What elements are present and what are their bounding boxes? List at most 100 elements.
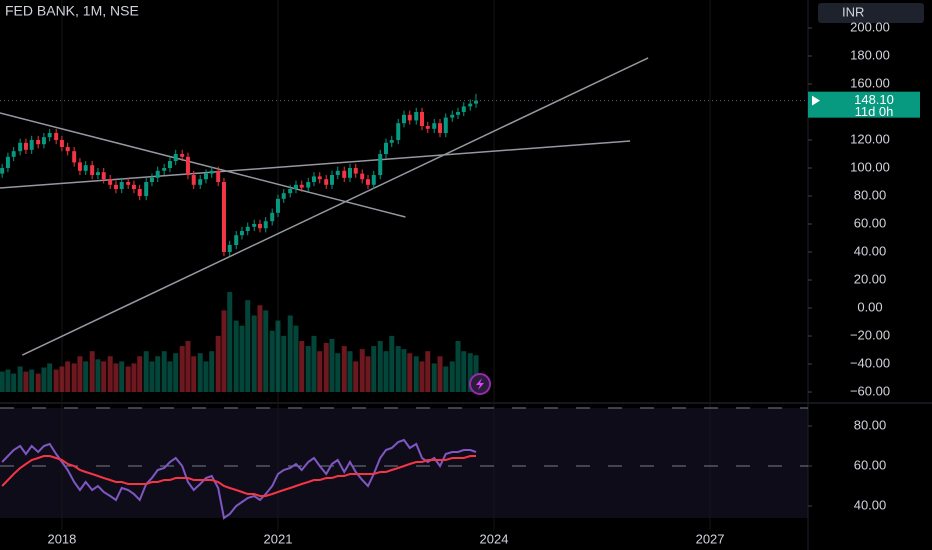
volume-bar [41,367,47,392]
candle-body [288,189,293,194]
countdown: 11d 0h [855,104,894,119]
rsi-tick-label: 80.00 [854,417,887,432]
x-tick-label: 2018 [47,531,76,546]
candle-body [23,142,28,150]
volume-bar [203,361,209,392]
candle-body [420,112,425,127]
volume-bar [221,310,227,392]
trend-line [0,112,406,218]
volume-bar [191,356,197,392]
volume-bar [209,351,215,392]
volume-bar [365,356,371,392]
volume-bar [431,363,437,392]
candle-body [257,224,262,229]
volume-bar [227,292,233,392]
volume-bar [197,353,203,392]
volume-bar [77,356,83,392]
candle-body [347,168,352,178]
volume-bar [383,351,389,392]
candle-body [18,142,23,152]
trend-line [0,140,631,189]
volume-bar [341,346,347,392]
volume-bar [443,366,449,392]
candle-body [360,173,365,180]
volume-bar [233,320,239,392]
currency[interactable]: INR [842,4,864,19]
candle-body [95,172,100,176]
volume-bar [323,343,329,392]
volume-bar [155,356,161,392]
candle-body [456,112,461,115]
candle-body [113,184,118,190]
y-tick-label: −60.00 [850,383,890,398]
volume-bar [263,310,269,392]
candle-body [167,161,172,169]
candle-body [311,176,316,183]
volume-bar [17,366,23,392]
volume-bar [281,335,287,392]
volume-bar [251,315,257,392]
volume-bar [347,351,353,392]
candle-body [173,154,178,162]
volume-bar [377,340,383,392]
currency-box[interactable] [818,3,924,23]
candle-body [77,162,82,171]
candle-body [425,126,430,129]
candle-body [402,114,406,124]
volume-bar [107,356,113,392]
volume-bar [449,361,455,392]
volume-bar [59,366,65,392]
volume-bar [53,369,59,392]
volume-bar [467,353,473,392]
volume-bar [47,363,53,392]
x-tick-label: 2021 [264,531,293,546]
volume-bar [119,361,125,392]
trend-line [22,57,649,356]
volume-bar [239,325,245,392]
candle-body [281,193,286,199]
y-tick-label: 40.00 [854,243,887,258]
candle-body [119,182,124,190]
candle-body [239,231,244,236]
candle-body [36,140,41,145]
volume-bar [131,363,137,392]
volume-bar [389,335,395,392]
candle-body [209,170,214,174]
candle-body [234,235,239,246]
volume-bar [161,351,167,392]
candle-body [126,182,131,185]
candle-body [83,165,88,171]
candle-body [180,154,185,157]
volume-bar [419,361,425,392]
candle-body [59,140,64,148]
candle-body [227,245,232,253]
volume-bar [257,305,263,392]
candle-body [198,179,203,185]
rsi-line [1,455,477,497]
volume-bar [101,361,107,392]
volume-bar [125,366,131,392]
candle-body [468,103,473,107]
x-tick-label: 2024 [480,531,509,546]
candle-body [149,177,154,183]
candle-body [90,165,95,176]
candle-body [54,133,59,141]
candle-body [396,123,401,141]
candle-body [131,184,136,190]
volume-bar [293,325,299,392]
volume-bar [407,353,413,392]
candle-body [383,142,388,155]
price-tag-arrow [812,95,820,106]
candle-body [378,154,383,176]
volume-bar [5,369,11,392]
volume-bar [185,340,191,392]
y-tick-label: 160.00 [850,75,890,90]
volume-bar [173,353,179,392]
candle-body [65,147,70,152]
volume-bar [95,359,101,392]
chart-title: FED BANK, 1M, NSE [5,3,139,19]
candle-body [371,175,376,185]
volume-bar [269,330,275,392]
volume-bar [359,349,365,392]
